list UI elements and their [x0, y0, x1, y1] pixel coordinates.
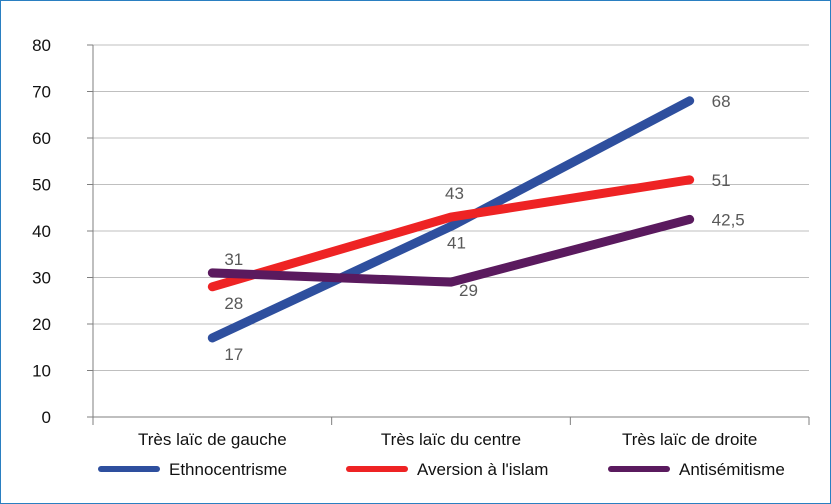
legend-label: Antisémitisme	[679, 460, 785, 479]
gridlines	[93, 44, 809, 371]
y-tick-label: 0	[42, 408, 51, 427]
data-label: 68	[712, 92, 731, 111]
data-label: 51	[712, 171, 731, 190]
y-tick-label: 40	[32, 222, 51, 241]
x-tick-label: Très laïc de gauche	[138, 430, 287, 449]
y-tick-label: 60	[32, 129, 51, 148]
x-tick-label: Très laïc de droite	[622, 430, 757, 449]
legend: Ethnocentrisme Aversion à l'islam Antisémi…	[98, 460, 785, 479]
y-tick-label: 80	[32, 36, 51, 55]
data-label: 31	[224, 250, 243, 269]
y-tick-label: 70	[32, 83, 51, 102]
data-label: 43	[445, 184, 464, 203]
y-tick-label: 30	[32, 269, 51, 288]
x-tick-label: Très laïc du centre	[381, 430, 521, 449]
data-label: 17	[224, 345, 243, 364]
series-lines	[207, 96, 695, 343]
data-label: 29	[459, 281, 478, 300]
data-label: 42,5	[712, 210, 745, 229]
data-labels: 17 41 68 28 43 51 31 29 42,5	[224, 92, 744, 364]
data-label: 41	[447, 233, 466, 252]
y-tick-label: 20	[32, 315, 51, 334]
y-tick-label: 50	[32, 176, 51, 195]
data-label: 28	[224, 294, 243, 313]
legend-label: Aversion à l'islam	[417, 460, 548, 479]
y-axis-ticks: 0 10 20 30 40 50 60 70 80	[32, 36, 93, 427]
legend-label: Ethnocentrisme	[169, 460, 287, 479]
x-axis-ticks: Très laïc de gauche Très laïc du centre Tr…	[92, 417, 810, 449]
series-line-0	[207, 96, 695, 343]
series-line-2	[207, 214, 695, 287]
y-tick-label: 10	[32, 362, 51, 381]
series-line-1	[207, 175, 695, 292]
